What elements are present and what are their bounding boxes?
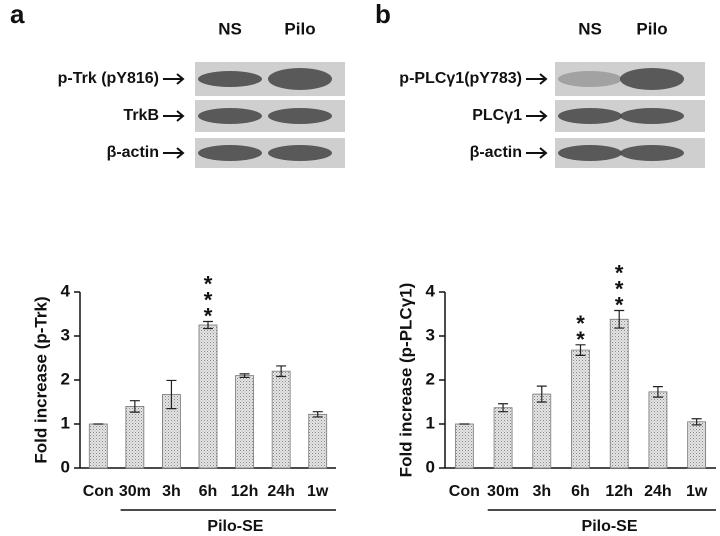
blot-band <box>558 108 622 124</box>
blot-band <box>198 71 262 87</box>
panel-letter: b <box>375 0 391 29</box>
blot-band <box>620 108 684 124</box>
y-tick-label: 3 <box>61 325 70 344</box>
error-bar <box>614 309 625 329</box>
x-tick-label: 12h <box>605 483 633 500</box>
x-tick-label: 24h <box>267 483 295 500</box>
row-label: PLCγ1 <box>472 107 522 124</box>
error-bar <box>239 373 250 378</box>
blot-band <box>268 108 332 124</box>
arrow <box>526 147 548 159</box>
bar <box>235 375 254 469</box>
y-tick-label: 4 <box>61 281 71 300</box>
asterisk: * <box>615 260 624 285</box>
asterisk: * <box>615 276 624 301</box>
y-tick-label: 1 <box>426 413 435 432</box>
x-tick-label: 6h <box>199 483 218 500</box>
bar <box>198 324 218 469</box>
row-label: TrkB <box>123 107 159 124</box>
error-bar <box>166 379 177 410</box>
bar <box>571 349 590 469</box>
x-tick-label: 30m <box>119 483 151 500</box>
blot-band <box>558 145 622 161</box>
error-bar <box>536 385 547 403</box>
arrow <box>526 110 548 122</box>
x-tick-label: 6h <box>571 483 590 500</box>
error-bar <box>276 365 287 378</box>
arrow <box>163 110 185 122</box>
lane-label: NS <box>218 19 242 38</box>
error-bar <box>129 400 140 413</box>
blot-band <box>198 145 262 161</box>
y-tick-label: 2 <box>426 369 435 388</box>
bar <box>532 393 552 469</box>
error-bar <box>575 344 586 356</box>
lane-label: Pilo <box>284 19 315 38</box>
bar <box>271 370 291 469</box>
group-label: Pilo-SE <box>207 518 263 535</box>
panel-letter: a <box>10 0 25 29</box>
bar <box>88 423 108 469</box>
significance: * * <box>576 311 585 352</box>
arrow <box>526 73 548 85</box>
asterisk: * <box>615 292 624 317</box>
bar <box>493 407 513 469</box>
group-label: Pilo-SE <box>582 518 638 535</box>
x-tick-label: Con <box>449 483 480 500</box>
bar <box>609 318 629 469</box>
error-bar <box>498 403 509 413</box>
x-tick-label: 12h <box>231 483 259 500</box>
x-tick-label: 3h <box>162 483 181 500</box>
blot-band <box>620 145 684 161</box>
blot-band <box>558 71 622 87</box>
arrow <box>163 73 185 85</box>
bar <box>125 405 145 469</box>
lane-label: Pilo <box>636 19 667 38</box>
asterisk: * <box>204 303 213 328</box>
y-tick-label: 0 <box>426 457 435 476</box>
bar <box>687 421 707 469</box>
x-tick-label: 24h <box>644 483 672 500</box>
arrow <box>163 147 185 159</box>
asterisk: * <box>204 271 213 296</box>
asterisk: * <box>576 327 585 352</box>
significance: * * * <box>204 271 213 328</box>
blot-band <box>620 68 684 90</box>
x-tick-label: 30m <box>487 483 519 500</box>
y-tick-label: 1 <box>61 413 70 432</box>
y-axis-label: Fold increase (p-PLCγ1) <box>396 283 415 478</box>
y-tick-label: 3 <box>426 325 435 344</box>
x-tick-label: Con <box>83 483 114 500</box>
significance: * * * <box>615 260 624 317</box>
bar <box>308 413 328 469</box>
x-tick-label: 1w <box>686 483 708 500</box>
asterisk: * <box>576 311 585 336</box>
lane-label: NS <box>578 19 602 38</box>
y-axis-label: Fold increase (p-Trk) <box>31 296 50 463</box>
bar <box>454 423 474 469</box>
x-tick-label: 3h <box>532 483 551 500</box>
row-label: β-actin <box>107 144 159 161</box>
error-bar <box>312 411 323 418</box>
row-label: β-actin <box>470 144 522 161</box>
asterisk: * <box>204 287 213 312</box>
bar <box>648 391 668 469</box>
x-tick-label: 1w <box>307 483 329 500</box>
y-tick-label: 2 <box>61 369 70 388</box>
error-bar <box>691 418 702 426</box>
blot-band <box>198 108 262 124</box>
row-label: p-Trk (pY816) <box>58 70 159 87</box>
blot-band <box>268 68 332 90</box>
y-tick-label: 4 <box>426 281 436 300</box>
error-bar <box>652 386 663 398</box>
y-tick-label: 0 <box>61 457 70 476</box>
blot-band <box>268 145 332 161</box>
error-bar <box>203 320 213 330</box>
row-label: p-PLCγ1(pY783) <box>399 70 522 87</box>
